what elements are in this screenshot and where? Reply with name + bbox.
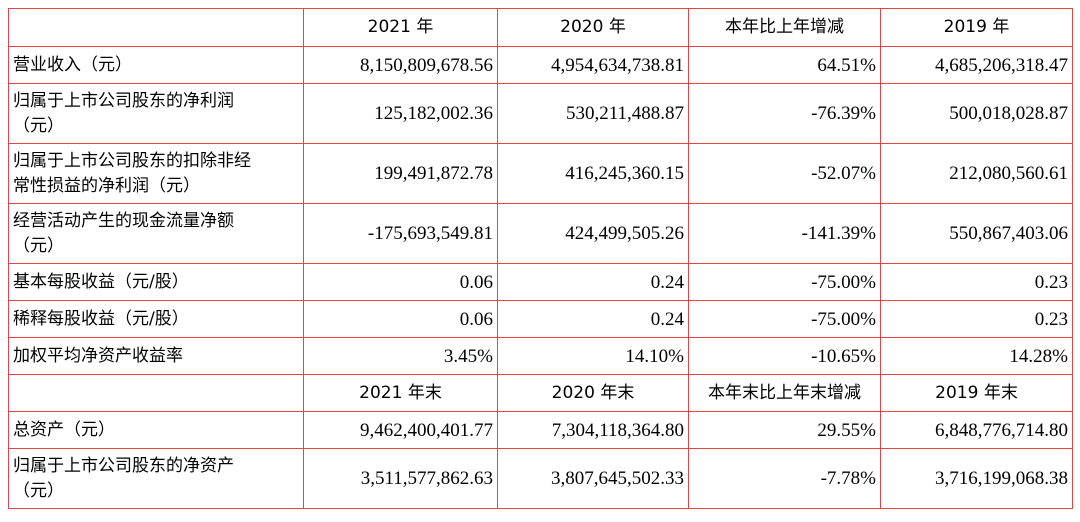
value-cell: 416,245,360.15 [497,143,689,204]
value-cell: 7,304,118,364.80 [497,411,689,449]
value-cell: 500,018,028.87 [880,83,1073,144]
value-cell: 0.23 [880,300,1073,338]
data-row: 加权平均净资产收益率 3.45% 14.10% -10.65% 14.28% [8,337,1073,375]
value-cell: 29.55% [688,411,881,449]
value-cell: -76.39% [688,83,881,144]
value-cell: -10.65% [688,337,881,375]
header-cell: 2020 年末 [497,374,689,412]
row-label: 稀释每股收益（元/股） [8,300,304,338]
row-label: 总资产（元） [8,411,304,449]
value-cell: 125,182,002.36 [303,83,498,144]
data-row: 总资产（元） 9,462,400,401.77 7,304,118,364.80 29… [8,411,1073,449]
value-cell: 212,080,560.61 [880,143,1073,204]
empty-cell [8,8,304,47]
row-label: 归属于上市公司股东的净利润 （元） [8,83,304,144]
value-cell: 0.06 [303,263,498,301]
row-label: 归属于上市公司股东的扣除非经 常性损益的净利润（元） [8,143,304,204]
value-cell: 0.23 [880,263,1073,301]
value-cell: 14.28% [880,337,1073,375]
value-cell: 199,491,872.78 [303,143,498,204]
data-row: 归属于上市公司股东的扣除非经 常性损益的净利润（元） 199,491,872.78… [8,143,1073,204]
value-cell: 14.10% [497,337,689,375]
data-row: 营业收入（元） 8,150,809,678.56 4,954,634,738.81 6… [8,46,1073,84]
value-cell: -52.07% [688,143,881,204]
row-label: 营业收入（元） [8,46,304,84]
value-cell: 530,211,488.87 [497,83,689,144]
header-cell: 2020 年 [497,8,689,47]
value-cell: 3,807,645,502.33 [497,448,689,509]
value-cell: 3.45% [303,337,498,375]
data-row: 经营活动产生的现金流量净额 （元） -175,693,549.81 424,499,… [8,203,1073,264]
value-cell: 9,462,400,401.77 [303,411,498,449]
value-cell: 64.51% [688,46,881,84]
row-label: 基本每股收益（元/股） [8,263,304,301]
value-cell: 4,954,634,738.81 [497,46,689,84]
data-row: 归属于上市公司股东的净利润 （元） 125,182,002.36 530,211,4… [8,83,1073,144]
empty-cell [8,374,304,412]
value-cell: -141.39% [688,203,881,264]
header-cell: 2019 年 [880,8,1073,47]
value-cell: -75.00% [688,263,881,301]
value-cell: 0.06 [303,300,498,338]
header-cell: 本年比上年增减 [688,8,881,47]
header-row: 2021 年 2020 年本年比上年增减 2019 年 [8,8,1073,47]
table-body: 2021 年 2020 年本年比上年增减 2019 年营业收入（元） 8,150,80… [8,8,1073,509]
value-cell: 6,848,776,714.80 [880,411,1073,449]
header-cell: 2019 年末 [880,374,1073,412]
header-row: 2021 年末 2020 年末 本年末比上年末增减 2019 年末 [8,374,1073,412]
value-cell: 3,511,577,862.63 [303,448,498,509]
value-cell: -7.78% [688,448,881,509]
value-cell: -175,693,549.81 [303,203,498,264]
value-cell: 424,499,505.26 [497,203,689,264]
data-row: 稀释每股收益（元/股） 0.06 0.24 -75.00% 0.23 [8,300,1073,338]
value-cell: 0.24 [497,263,689,301]
data-row: 归属于上市公司股东的净资产 （元） 3,511,577,862.63 3,807,6… [8,448,1073,509]
value-cell: 0.24 [497,300,689,338]
header-cell: 2021 年 [303,8,498,47]
header-cell: 本年末比上年末增减 [688,374,881,412]
value-cell: 3,716,199,068.38 [880,448,1073,509]
header-cell: 2021 年末 [303,374,498,412]
row-label: 归属于上市公司股东的净资产 （元） [8,448,304,509]
value-cell: -75.00% [688,300,881,338]
row-label: 加权平均净资产收益率 [8,337,304,375]
value-cell: 4,685,206,318.47 [880,46,1073,84]
row-label: 经营活动产生的现金流量净额 （元） [8,203,304,264]
value-cell: 8,150,809,678.56 [303,46,498,84]
value-cell: 550,867,403.06 [880,203,1073,264]
data-row: 基本每股收益（元/股） 0.06 0.24 -75.00% 0.23 [8,263,1073,301]
financial-table: 2021 年 2020 年本年比上年增减 2019 年营业收入（元） 8,150,80… [8,8,1073,509]
